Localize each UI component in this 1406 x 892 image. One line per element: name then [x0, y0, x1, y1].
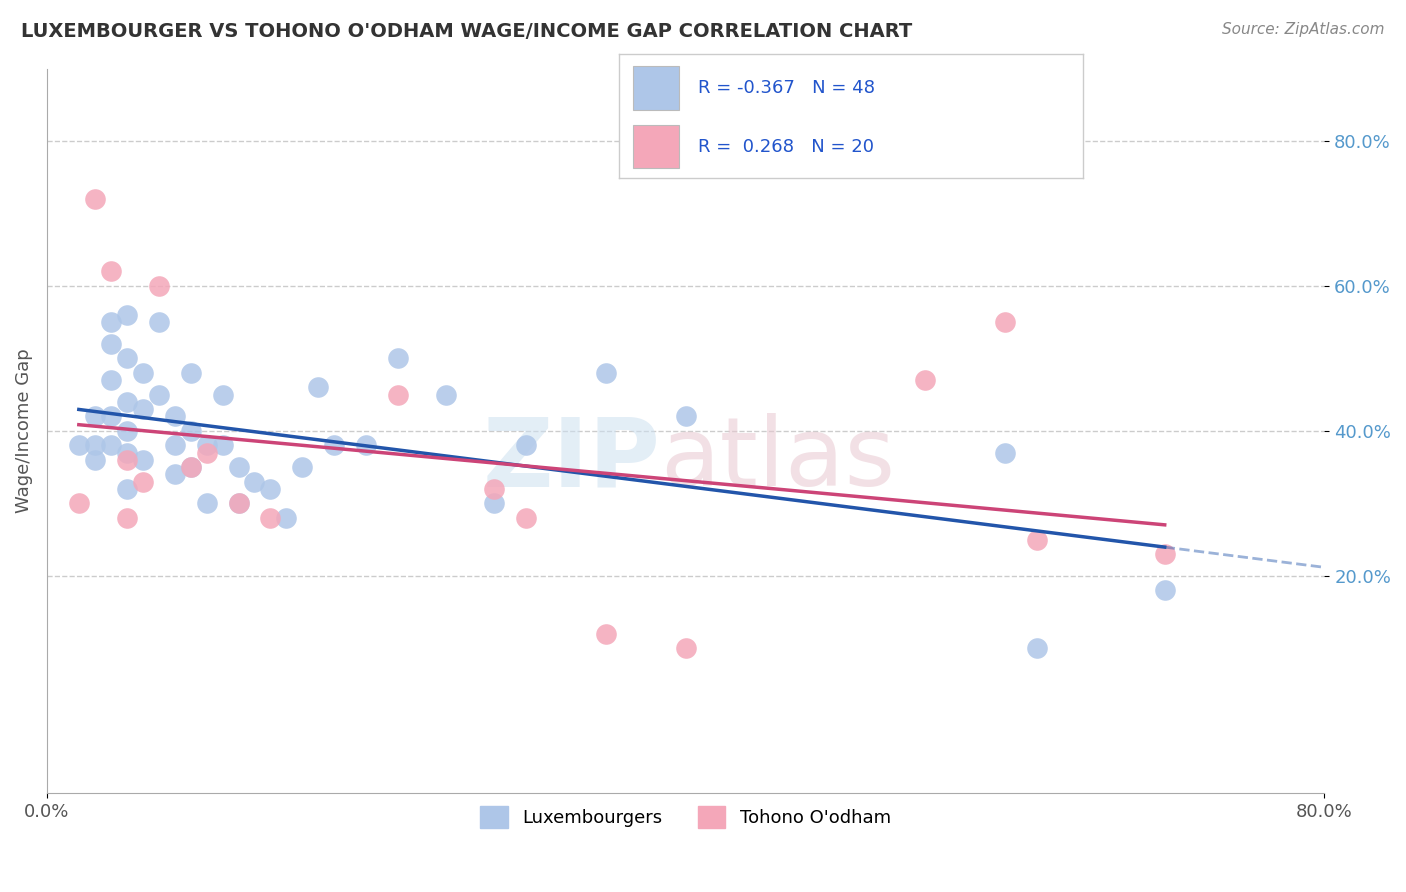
Point	[195, 496, 218, 510]
Point	[100, 337, 122, 351]
Point	[131, 453, 153, 467]
Point	[148, 387, 170, 401]
Point	[67, 496, 90, 510]
Point	[211, 438, 233, 452]
Point	[115, 445, 138, 459]
Point	[83, 453, 105, 467]
Text: Source: ZipAtlas.com: Source: ZipAtlas.com	[1222, 22, 1385, 37]
Point	[115, 351, 138, 366]
Point	[100, 373, 122, 387]
Point	[115, 511, 138, 525]
Point	[307, 380, 329, 394]
Point	[131, 475, 153, 489]
Point	[83, 409, 105, 424]
Point	[100, 315, 122, 329]
Point	[1153, 583, 1175, 598]
Point	[434, 387, 457, 401]
Point	[675, 641, 697, 656]
Point	[67, 438, 90, 452]
Point	[994, 315, 1017, 329]
Point	[83, 192, 105, 206]
Text: R =  0.268   N = 20: R = 0.268 N = 20	[697, 137, 873, 155]
Point	[595, 627, 617, 641]
Point	[115, 308, 138, 322]
Point	[276, 511, 298, 525]
Point	[228, 496, 250, 510]
Point	[148, 279, 170, 293]
Point	[115, 424, 138, 438]
Text: atlas: atlas	[659, 413, 896, 507]
Point	[195, 445, 218, 459]
Point	[163, 467, 186, 482]
Point	[180, 366, 202, 380]
Y-axis label: Wage/Income Gap: Wage/Income Gap	[15, 349, 32, 513]
Point	[211, 387, 233, 401]
Point	[131, 402, 153, 417]
Text: LUXEMBOURGER VS TOHONO O'ODHAM WAGE/INCOME GAP CORRELATION CHART: LUXEMBOURGER VS TOHONO O'ODHAM WAGE/INCO…	[21, 22, 912, 41]
Point	[180, 424, 202, 438]
Point	[515, 511, 537, 525]
Point	[180, 460, 202, 475]
Point	[1153, 547, 1175, 561]
FancyBboxPatch shape	[633, 125, 679, 169]
Point	[195, 438, 218, 452]
Point	[115, 482, 138, 496]
Point	[180, 460, 202, 475]
Point	[994, 445, 1017, 459]
Point	[243, 475, 266, 489]
Point	[387, 387, 409, 401]
Point	[148, 315, 170, 329]
Point	[115, 453, 138, 467]
Point	[675, 409, 697, 424]
Point	[323, 438, 346, 452]
Point	[100, 438, 122, 452]
Point	[291, 460, 314, 475]
Point	[515, 438, 537, 452]
Point	[228, 460, 250, 475]
Point	[1026, 533, 1049, 547]
Point	[163, 438, 186, 452]
Point	[100, 264, 122, 278]
Point	[356, 438, 378, 452]
Point	[259, 511, 281, 525]
Point	[115, 395, 138, 409]
Text: ZIP: ZIP	[482, 413, 659, 507]
Point	[595, 366, 617, 380]
Text: R = -0.367   N = 48: R = -0.367 N = 48	[697, 78, 875, 97]
Point	[482, 496, 505, 510]
Point	[100, 409, 122, 424]
Point	[228, 496, 250, 510]
Point	[387, 351, 409, 366]
Legend: Luxembourgers, Tohono O'odham: Luxembourgers, Tohono O'odham	[474, 798, 898, 835]
Point	[83, 438, 105, 452]
Point	[914, 373, 936, 387]
Point	[1026, 641, 1049, 656]
Point	[259, 482, 281, 496]
Point	[163, 409, 186, 424]
Point	[482, 482, 505, 496]
FancyBboxPatch shape	[633, 66, 679, 110]
Point	[131, 366, 153, 380]
